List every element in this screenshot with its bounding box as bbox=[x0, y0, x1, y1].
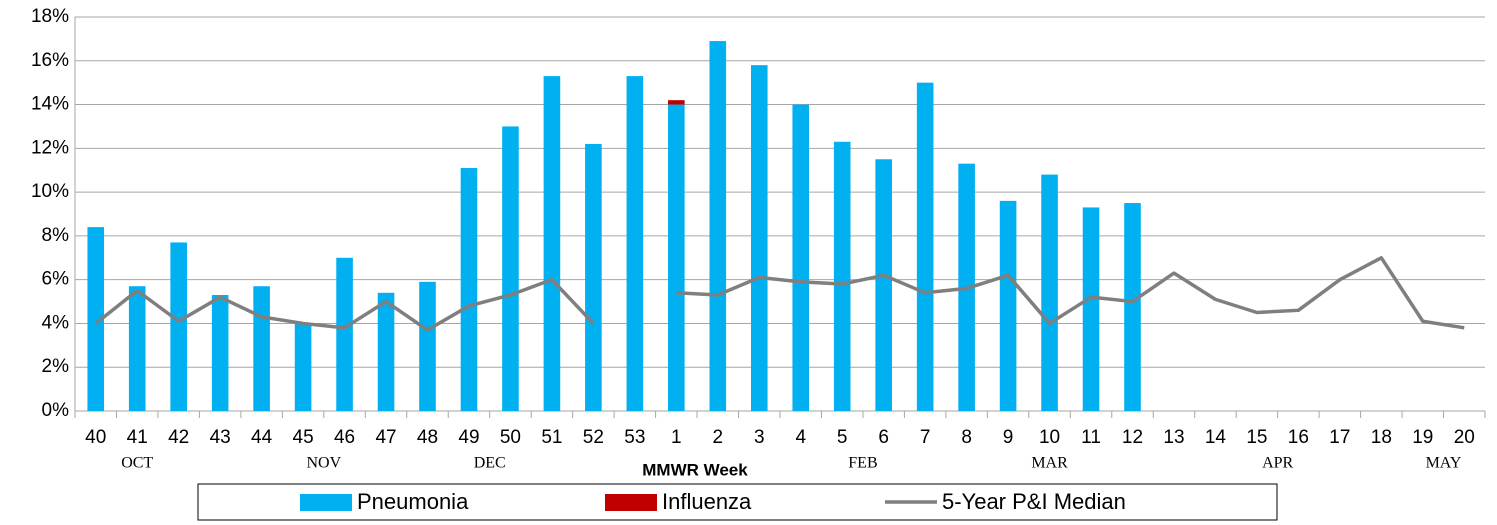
x-tick-label: 40 bbox=[85, 427, 106, 448]
bar bbox=[294, 323, 312, 411]
x-tick-label: 52 bbox=[583, 427, 604, 448]
y-tick-label: 10% bbox=[31, 181, 69, 202]
x-tick-label: 42 bbox=[168, 427, 189, 448]
month-label: APR bbox=[1262, 455, 1293, 472]
x-tick-label: 43 bbox=[210, 427, 231, 448]
legend-swatch bbox=[605, 494, 657, 511]
bar bbox=[170, 242, 187, 411]
x-tick-label: 47 bbox=[375, 427, 396, 448]
x-tick-label: 6 bbox=[878, 427, 889, 448]
x-tick-label: 13 bbox=[1163, 427, 1184, 448]
x-tick-label: 4 bbox=[795, 427, 806, 448]
y-tick-label: 6% bbox=[42, 269, 70, 290]
x-tick-label: 49 bbox=[458, 427, 479, 448]
y-tick-label: 12% bbox=[31, 137, 69, 158]
x-tick-label: 48 bbox=[417, 427, 438, 448]
bar bbox=[875, 159, 892, 411]
month-label: FEB bbox=[848, 455, 877, 472]
month-label: MAR bbox=[1031, 455, 1068, 472]
bar bbox=[750, 65, 768, 412]
legend-swatch bbox=[300, 494, 352, 511]
x-tick-label: 11 bbox=[1081, 427, 1101, 448]
legend-label: Pneumonia bbox=[357, 489, 469, 514]
bar bbox=[543, 76, 561, 411]
month-label: DEC bbox=[474, 455, 506, 472]
month-label: OCT bbox=[121, 455, 153, 472]
x-tick-label: 45 bbox=[293, 427, 314, 448]
bar bbox=[87, 227, 105, 411]
bar bbox=[502, 126, 519, 411]
x-tick-label: 19 bbox=[1412, 427, 1433, 448]
x-tick-label: 15 bbox=[1246, 427, 1267, 448]
line bbox=[94, 256, 1465, 332]
bar bbox=[916, 82, 934, 412]
y-tick-label: 14% bbox=[31, 94, 69, 115]
bar bbox=[211, 294, 229, 411]
x-tick-label: 46 bbox=[334, 427, 355, 448]
x-tick-label: 3 bbox=[754, 427, 765, 448]
bar bbox=[668, 100, 685, 105]
x-tick-label: 51 bbox=[541, 427, 562, 448]
legend-box bbox=[197, 483, 1278, 521]
y-tick-label: 4% bbox=[42, 312, 70, 333]
month-label: NOV bbox=[306, 455, 341, 472]
x-tick-label: 50 bbox=[500, 427, 521, 448]
y-tick-label: 16% bbox=[31, 50, 69, 71]
month-label: MAY bbox=[1426, 455, 1462, 472]
x-tick-label: 8 bbox=[961, 427, 972, 448]
bar bbox=[1124, 203, 1141, 411]
bar bbox=[460, 168, 478, 411]
bar bbox=[626, 76, 644, 411]
bar bbox=[336, 257, 353, 411]
bar bbox=[1082, 207, 1100, 411]
bar bbox=[419, 281, 436, 411]
bar bbox=[999, 200, 1017, 411]
x-tick-label: 10 bbox=[1039, 427, 1060, 448]
bar bbox=[833, 141, 851, 411]
x-tick-label: 9 bbox=[1003, 427, 1014, 448]
x-tick-label: 12 bbox=[1122, 427, 1143, 448]
y-tick-label: 8% bbox=[42, 225, 70, 246]
x-tick-label: 7 bbox=[920, 427, 931, 448]
x-tick-label: 18 bbox=[1371, 427, 1392, 448]
legend-label: Influenza bbox=[662, 489, 752, 514]
bar bbox=[709, 41, 727, 411]
y-tick-label: 2% bbox=[42, 356, 70, 377]
x-tick-label: 14 bbox=[1205, 427, 1227, 448]
x-tick-label: 20 bbox=[1454, 427, 1475, 448]
bar bbox=[585, 143, 602, 411]
bar bbox=[792, 104, 810, 412]
bar bbox=[668, 104, 685, 412]
x-tick-label: 1 bbox=[671, 427, 682, 448]
bar bbox=[1041, 174, 1058, 411]
bar bbox=[377, 292, 395, 411]
y-tick-label: 18% bbox=[31, 6, 69, 27]
legend-label: 5-Year P&I Median bbox=[942, 489, 1126, 514]
x-tick-label: 41 bbox=[127, 427, 148, 448]
x-tick-label: 44 bbox=[251, 427, 273, 448]
x-tick-label: 5 bbox=[837, 427, 848, 448]
x-axis-title: MMWR Week bbox=[642, 460, 748, 479]
x-tick-label: 16 bbox=[1288, 427, 1309, 448]
bar bbox=[128, 286, 146, 411]
x-tick-label: 17 bbox=[1329, 427, 1350, 448]
x-tick-label: 53 bbox=[624, 427, 645, 448]
bar bbox=[253, 286, 270, 411]
y-tick-label: 0% bbox=[42, 400, 70, 421]
x-tick-label: 2 bbox=[713, 427, 724, 448]
